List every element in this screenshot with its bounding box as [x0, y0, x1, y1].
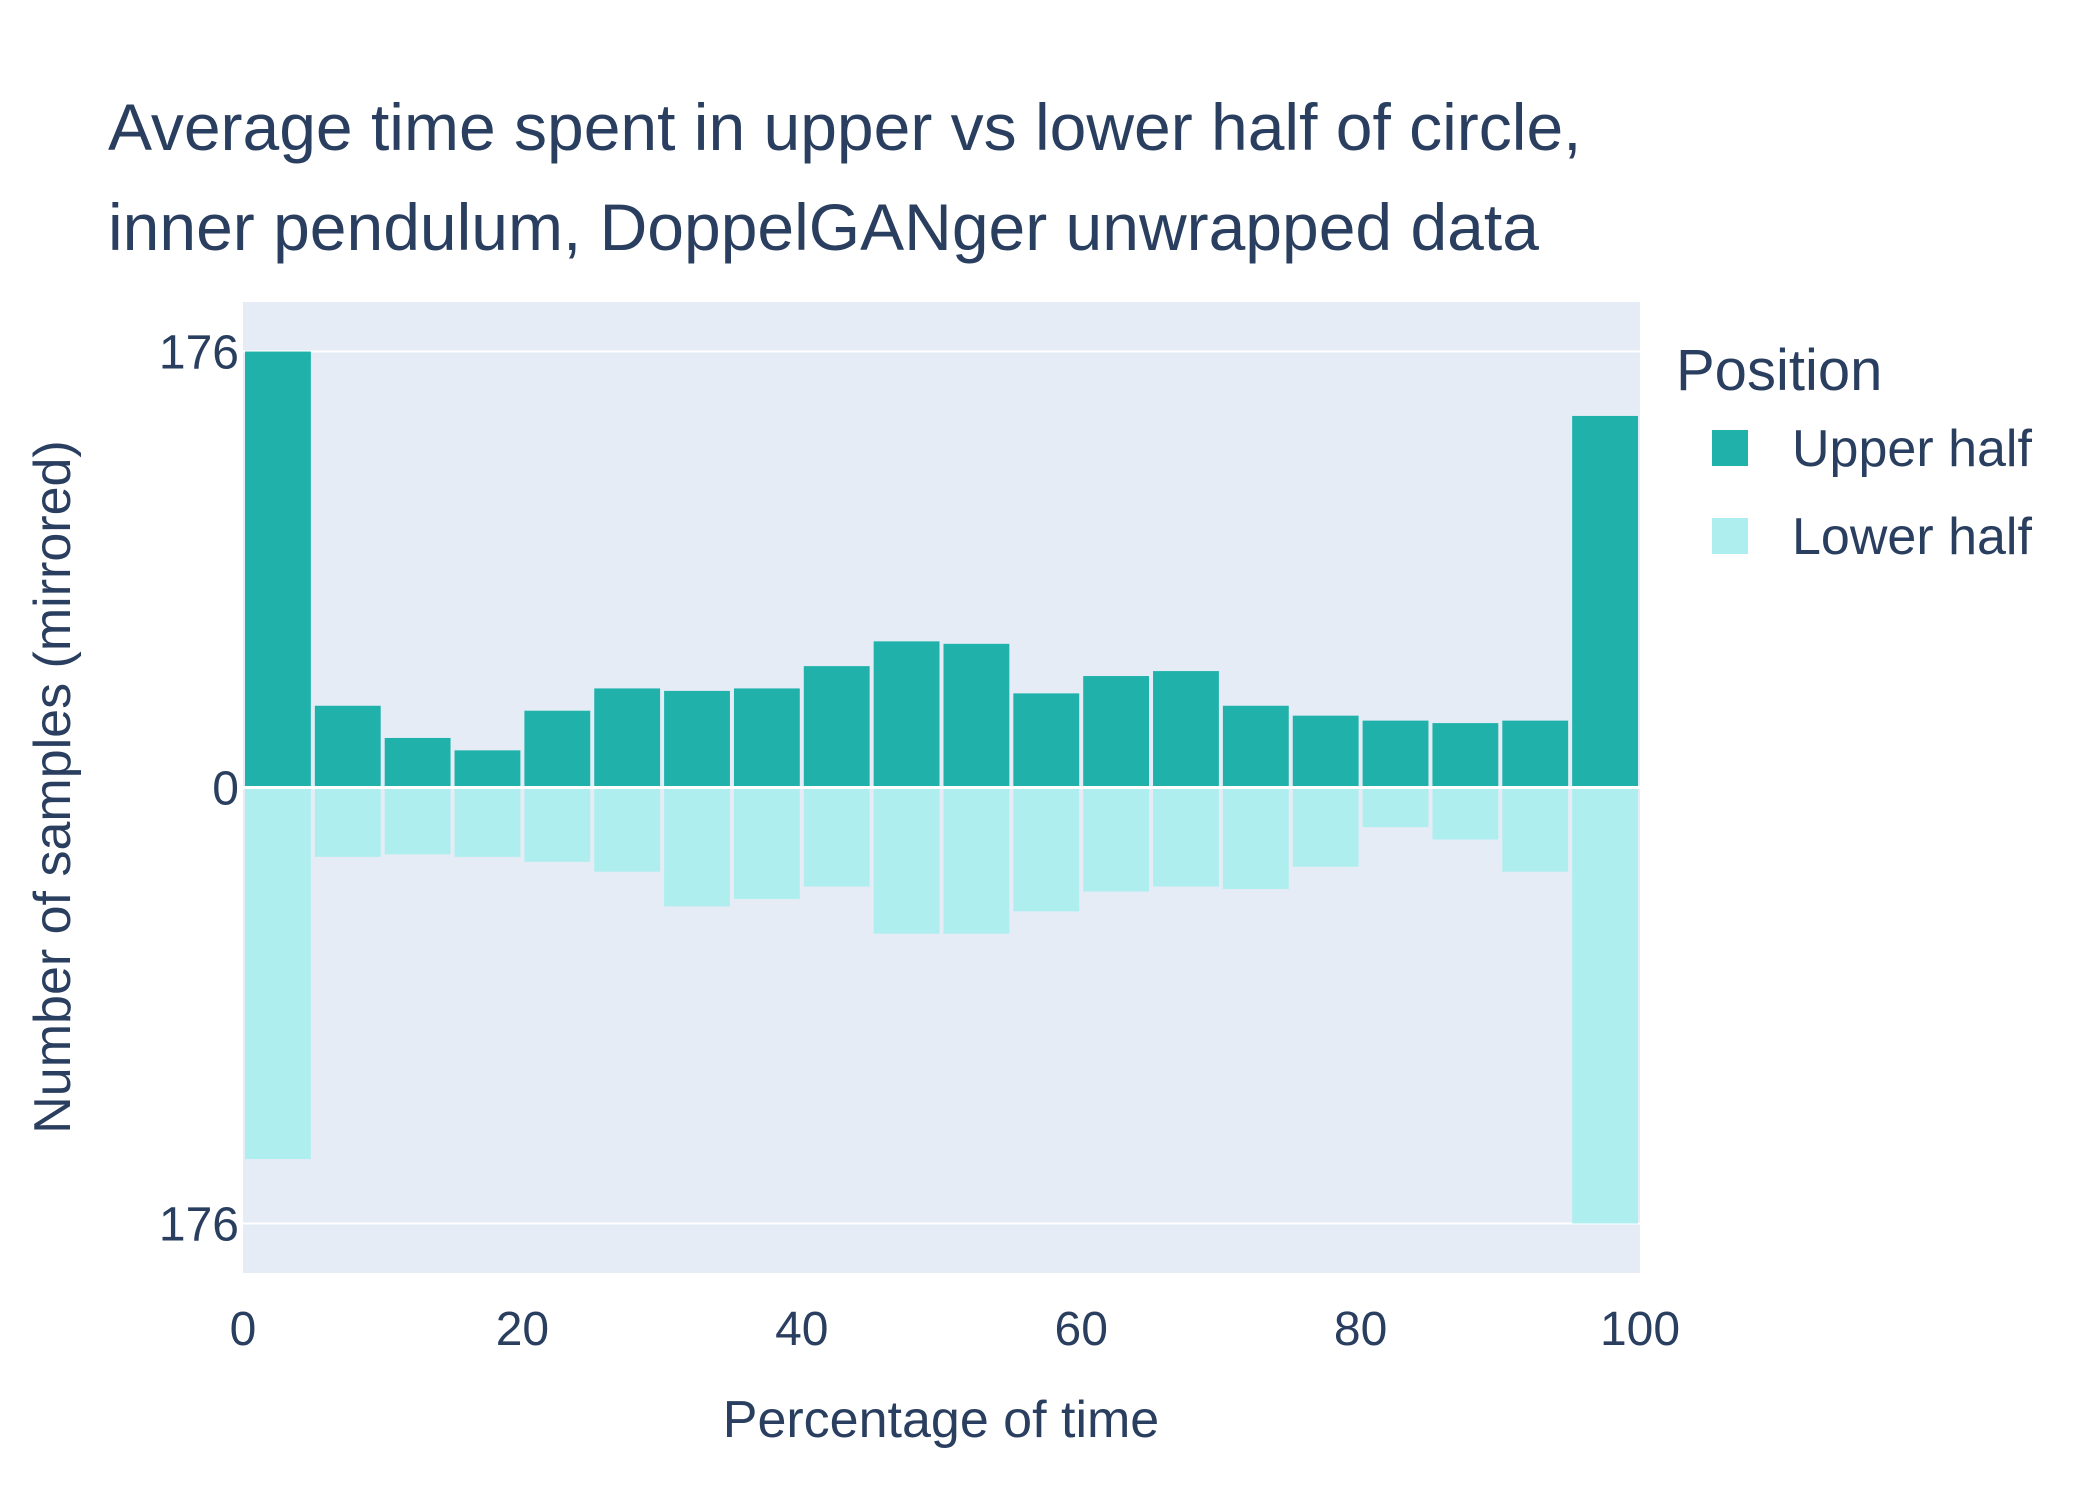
chart-title-line-2: inner pendulum, DoppelGANger unwrapped d…: [108, 190, 1539, 264]
bar-upper-half-1[interactable]: [314, 705, 381, 788]
y-axis-label: Number of samples (mirrored): [24, 440, 82, 1134]
legend-label-upper-half[interactable]: Upper half: [1792, 420, 2032, 478]
bar-upper-half-11[interactable]: [1013, 693, 1080, 788]
y-axis-ticks: 176 0 176: [159, 327, 239, 1252]
x-axis-label: Percentage of time: [723, 1391, 1159, 1449]
legend-label-lower-half[interactable]: Lower half: [1792, 508, 2032, 566]
gridlines: [243, 350, 1640, 1225]
bar-upper-half-2[interactable]: [384, 737, 451, 788]
bar-lower-half-7[interactable]: [733, 787, 800, 899]
bar-lower-half-13[interactable]: [1153, 787, 1219, 887]
legend-swatch-upper-half: [1712, 430, 1748, 466]
x-tick-label-5: 100: [1600, 1303, 1680, 1356]
bar-lower-half-11[interactable]: [1013, 787, 1080, 912]
bar-lower-half-0[interactable]: [245, 787, 311, 1160]
bar-lower-half-17[interactable]: [1432, 787, 1499, 840]
bar-lower-half-2[interactable]: [384, 787, 451, 855]
bar-lower-half-10[interactable]: [943, 787, 1010, 934]
bar-upper-half-8[interactable]: [803, 666, 870, 788]
bar-lower-half-3[interactable]: [454, 787, 521, 857]
bar-upper-half-5[interactable]: [594, 688, 661, 788]
bar-upper-half-16[interactable]: [1362, 720, 1429, 788]
bar-upper-half-0[interactable]: [245, 351, 311, 788]
x-axis-ticks: 0 20 40 60 80 100: [230, 1303, 1680, 1356]
bar-upper-half-15[interactable]: [1292, 715, 1359, 788]
legend-swatch-lower-half: [1712, 518, 1748, 554]
bars: [245, 351, 1638, 1224]
y-tick-label-1: 0: [212, 763, 239, 816]
bar-upper-half-18[interactable]: [1502, 720, 1569, 788]
bar-lower-half-15[interactable]: [1292, 787, 1359, 867]
bar-upper-half-6[interactable]: [664, 690, 730, 788]
bar-lower-half-14[interactable]: [1222, 787, 1289, 890]
bar-upper-half-19[interactable]: [1572, 415, 1638, 788]
bar-upper-half-13[interactable]: [1153, 671, 1219, 788]
bar-lower-half-5[interactable]: [594, 787, 661, 872]
bar-lower-half-4[interactable]: [524, 787, 591, 862]
bar-lower-half-12[interactable]: [1083, 787, 1150, 892]
x-tick-label-2: 40: [775, 1303, 828, 1356]
bar-upper-half-14[interactable]: [1222, 705, 1289, 788]
bar-upper-half-10[interactable]: [943, 643, 1010, 788]
x-tick-label-0: 0: [230, 1303, 257, 1356]
bar-lower-half-6[interactable]: [664, 787, 730, 907]
bar-upper-half-9[interactable]: [873, 641, 940, 788]
y-tick-label-2: 176: [159, 1198, 239, 1251]
bar-upper-half-4[interactable]: [524, 710, 591, 788]
bar-lower-half-19[interactable]: [1572, 787, 1638, 1224]
bar-upper-half-17[interactable]: [1432, 723, 1499, 788]
y-tick-label-0: 176: [159, 327, 239, 380]
bar-lower-half-8[interactable]: [803, 787, 870, 887]
bar-upper-half-12[interactable]: [1083, 676, 1150, 788]
bar-lower-half-1[interactable]: [314, 787, 381, 857]
legend: Position Upper half Lower half: [1676, 338, 2032, 566]
bar-upper-half-3[interactable]: [454, 750, 521, 788]
x-tick-label-1: 20: [496, 1303, 549, 1356]
bar-lower-half-18[interactable]: [1502, 787, 1569, 872]
bar-lower-half-9[interactable]: [873, 787, 940, 934]
chart-title-line-1: Average time spent in upper vs lower hal…: [108, 90, 1582, 164]
bar-upper-half-7[interactable]: [733, 688, 800, 788]
legend-title: Position: [1676, 338, 1882, 403]
x-tick-label-3: 60: [1055, 1303, 1108, 1356]
x-tick-label-4: 80: [1334, 1303, 1387, 1356]
bar-lower-half-16[interactable]: [1362, 787, 1429, 828]
